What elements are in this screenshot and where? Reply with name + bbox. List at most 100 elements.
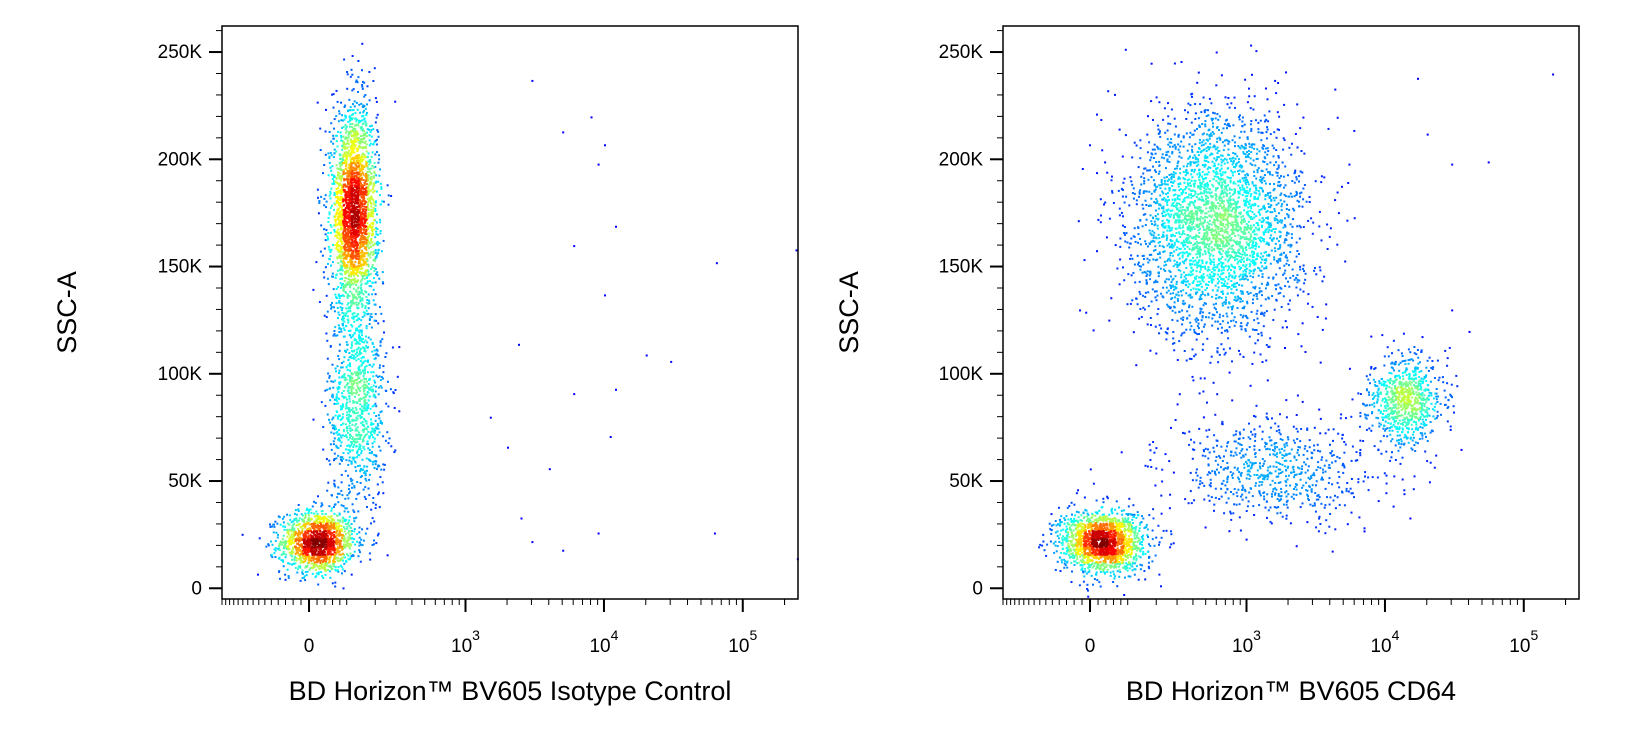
event-point [367, 185, 370, 188]
event-point [348, 247, 351, 250]
event-point [369, 180, 372, 183]
event-point [361, 341, 364, 343]
event-point [293, 541, 295, 544]
event-point [350, 555, 353, 558]
outlier-point [597, 532, 600, 535]
event-point [339, 246, 342, 248]
event-point [323, 558, 326, 561]
event-point [335, 556, 338, 559]
event-point [365, 179, 367, 182]
event-point [371, 215, 374, 218]
event-point [293, 531, 296, 534]
event-point [349, 557, 352, 559]
event-point [331, 396, 334, 399]
event-point [379, 449, 382, 452]
event-point [358, 372, 361, 375]
event-point [359, 173, 362, 175]
event-point [276, 522, 279, 525]
y-tick-label: 100K [158, 364, 203, 385]
event-point [342, 155, 345, 158]
event-point [347, 196, 349, 198]
event-point [363, 381, 366, 383]
event-point [338, 343, 341, 346]
event-point [341, 206, 343, 209]
event-point [358, 119, 361, 122]
event-point [355, 284, 358, 286]
event-point [371, 264, 374, 267]
event-point [327, 515, 330, 518]
event-point [361, 218, 363, 221]
event-point [359, 222, 362, 225]
event-point [379, 230, 382, 232]
event-point [351, 210, 354, 213]
event-point [338, 439, 341, 442]
event-point [379, 306, 381, 309]
event-point [369, 125, 372, 128]
event-point [326, 310, 329, 313]
event-point [361, 304, 364, 307]
event-point [339, 224, 342, 227]
event-point [340, 362, 343, 364]
event-point [286, 513, 289, 516]
event-point [318, 515, 321, 518]
event-point [334, 414, 337, 417]
event-point [347, 226, 350, 229]
event-point [350, 180, 353, 183]
event-point [308, 537, 311, 540]
event-point [357, 448, 360, 451]
event-point [316, 526, 318, 528]
event-point [331, 301, 333, 304]
event-point [327, 543, 330, 546]
event-point [300, 545, 303, 548]
event-point [358, 170, 361, 173]
event-point [353, 255, 356, 258]
event-point [348, 456, 351, 459]
event-point [337, 522, 340, 525]
event-point [359, 208, 362, 211]
event-point [365, 258, 368, 260]
event-point [371, 388, 374, 391]
event-point [311, 556, 314, 559]
event-point [301, 551, 304, 554]
event-point [365, 143, 368, 146]
event-point [376, 353, 379, 356]
event-point [291, 540, 293, 543]
event-point [360, 371, 363, 374]
event-point [346, 193, 349, 196]
event-point [312, 565, 315, 568]
event-point [372, 354, 375, 357]
event-point [364, 134, 367, 137]
event-point [356, 456, 359, 459]
outlier-point [507, 446, 509, 449]
event-point [361, 253, 364, 256]
event-point [363, 392, 366, 395]
event-point [347, 474, 349, 477]
event-point [313, 500, 315, 503]
event-point [346, 296, 349, 299]
event-point [358, 188, 361, 191]
event-point [355, 189, 357, 192]
event-point [328, 505, 331, 508]
event-point [317, 555, 320, 558]
event-point [368, 451, 371, 454]
event-point [362, 173, 365, 176]
event-point [366, 85, 369, 88]
event-point [352, 221, 355, 224]
event-point [355, 160, 358, 163]
event-point [330, 380, 333, 383]
event-point [326, 539, 329, 542]
event-point [357, 371, 360, 374]
event-point [340, 286, 342, 289]
event-point [372, 143, 375, 146]
event-point [345, 341, 348, 344]
event-point [284, 556, 287, 559]
event-point [363, 105, 366, 107]
event-point [375, 233, 378, 236]
event-point [375, 116, 378, 119]
event-point [365, 190, 368, 193]
event-point [351, 486, 353, 489]
event-point [343, 224, 346, 227]
event-point [347, 364, 350, 367]
event-point [365, 457, 368, 460]
event-point [354, 356, 357, 359]
